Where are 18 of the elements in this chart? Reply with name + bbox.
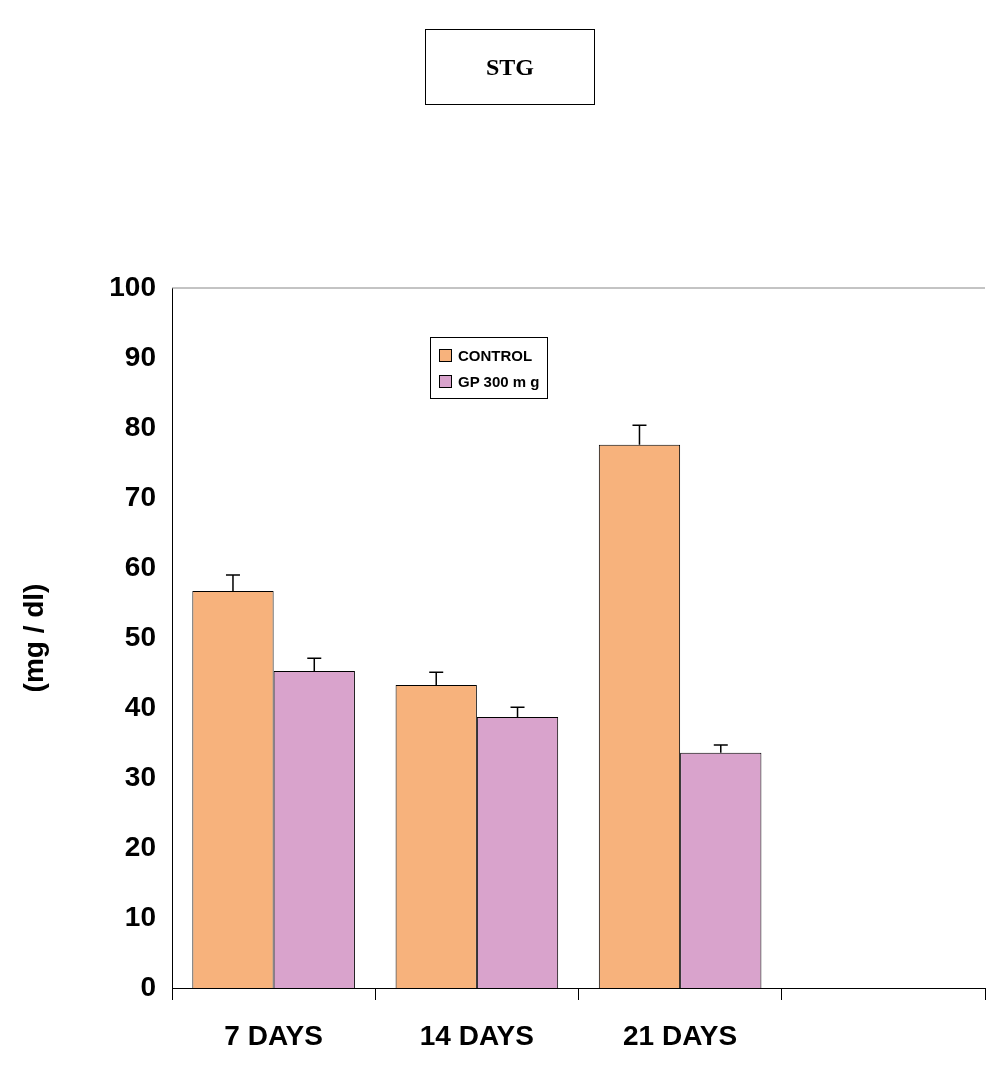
y-tick-label: 40 [124, 690, 156, 722]
y-tick-label: 10 [124, 900, 156, 932]
legend-label: GP 300 m g [458, 372, 540, 390]
x-tick-label: 21 DAYS [623, 1019, 738, 1051]
y-tick-label: 20 [124, 830, 156, 862]
x-tick-label: 14 DAYS [419, 1019, 534, 1051]
x-tick-label: 7 DAYS [224, 1019, 323, 1051]
y-tick-label: 80 [124, 410, 156, 442]
y-tick-label: 60 [124, 550, 156, 582]
y-axis-title: (mg / dl) [18, 583, 50, 693]
y-tick-label: 50 [124, 620, 156, 652]
chart-title: STG [425, 29, 595, 105]
legend-label: CONTROL [458, 346, 533, 364]
y-tick-label: 70 [124, 480, 156, 512]
y-tick-label: 30 [124, 760, 156, 792]
y-tick-label: 90 [124, 340, 156, 372]
y-tick-label: 0 [140, 970, 156, 1002]
y-tick-label: 100 [109, 270, 156, 302]
